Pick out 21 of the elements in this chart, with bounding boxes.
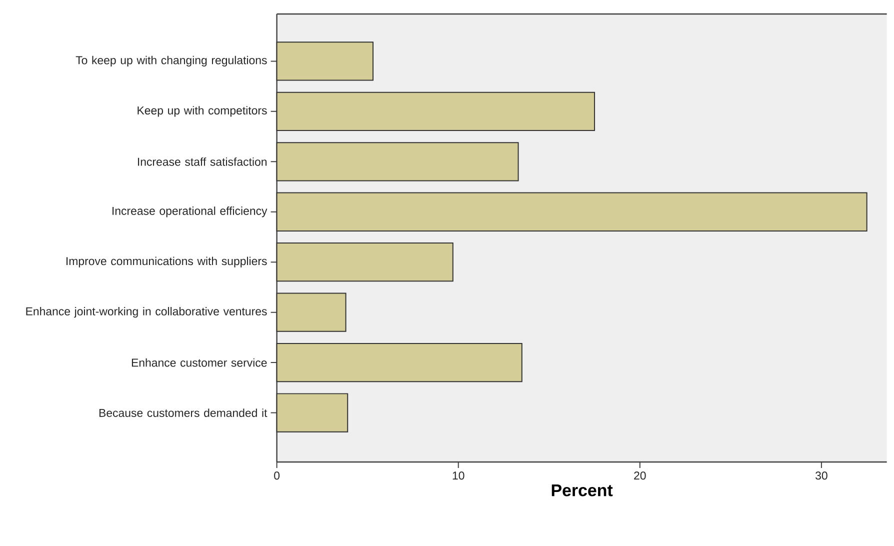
x-tick-label: 20: [634, 472, 646, 480]
y-tick-label: Increase staff satisfaction: [138, 157, 267, 166]
bar: [276, 292, 346, 332]
y-tick-label: Improve communications with suppliers: [66, 256, 267, 268]
y-tick-label: To keep up with changing regulations: [76, 56, 267, 67]
bar: [276, 142, 519, 182]
bar: [276, 92, 596, 132]
x-tick-label: 0: [274, 472, 280, 480]
y-tick-label: Enhance customer service: [132, 358, 267, 367]
y-tick-label: Because customers demanded it: [99, 408, 268, 417]
x-tick-label: 30: [816, 472, 828, 480]
y-tick-label: Increase operational efficiency: [112, 206, 268, 218]
y-tick-label: Enhance joint-working in collaborative ventures: [26, 306, 267, 318]
bar: [276, 42, 374, 81]
bar: [276, 192, 868, 232]
x-tick-label: 10: [452, 472, 464, 480]
bar: [276, 242, 454, 282]
bar: [276, 393, 348, 432]
bar: [276, 342, 522, 382]
x-axis-title: Percent: [552, 484, 613, 496]
y-tick-label: Keep up with competitors: [138, 106, 267, 117]
